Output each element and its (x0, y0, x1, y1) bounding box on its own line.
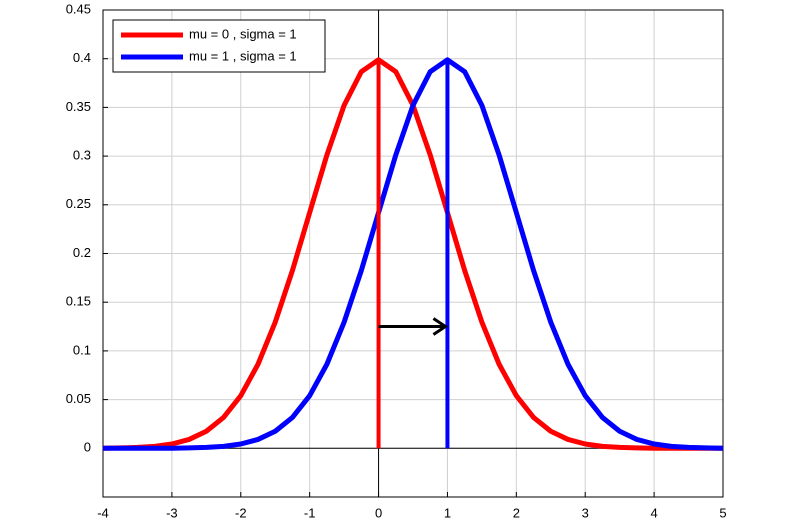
y-tick-label: 0.35 (66, 99, 91, 114)
x-tick-label: 3 (582, 505, 589, 520)
x-tick-label: 0 (375, 505, 382, 520)
y-tick-label: 0 (84, 440, 91, 455)
x-tick-label: -4 (97, 505, 109, 520)
y-tick-label: 0.15 (66, 294, 91, 309)
legend-label: mu = 0 , sigma = 1 (189, 26, 297, 41)
legend: mu = 0 , sigma = 1 mu = 1 , sigma = 1 (112, 19, 326, 73)
y-tick-label: 0.1 (73, 342, 91, 357)
y-tick-label: 0.3 (73, 148, 91, 163)
shift-arrow (378, 317, 449, 336)
legend-label: mu = 1 , sigma = 1 (189, 48, 297, 63)
y-tick-label: 0.05 (66, 391, 91, 406)
plot-frame (102, 9, 724, 498)
x-tick-label: 1 (444, 505, 451, 520)
x-tick-label: -1 (304, 505, 316, 520)
x-tick-label: 5 (719, 505, 726, 520)
legend-box (112, 19, 326, 73)
y-tick-label: 0.25 (66, 196, 91, 211)
line-series (103, 57, 724, 451)
x-tick-label: -2 (235, 505, 247, 520)
y-tick-label: 0.2 (73, 245, 91, 260)
x-tick-label: 2 (513, 505, 520, 520)
x-tick-label: 4 (650, 505, 657, 520)
y-tick-label: 0.45 (66, 1, 91, 16)
x-tick-label: -3 (166, 505, 178, 520)
y-tick-label: 0.4 (73, 50, 91, 65)
